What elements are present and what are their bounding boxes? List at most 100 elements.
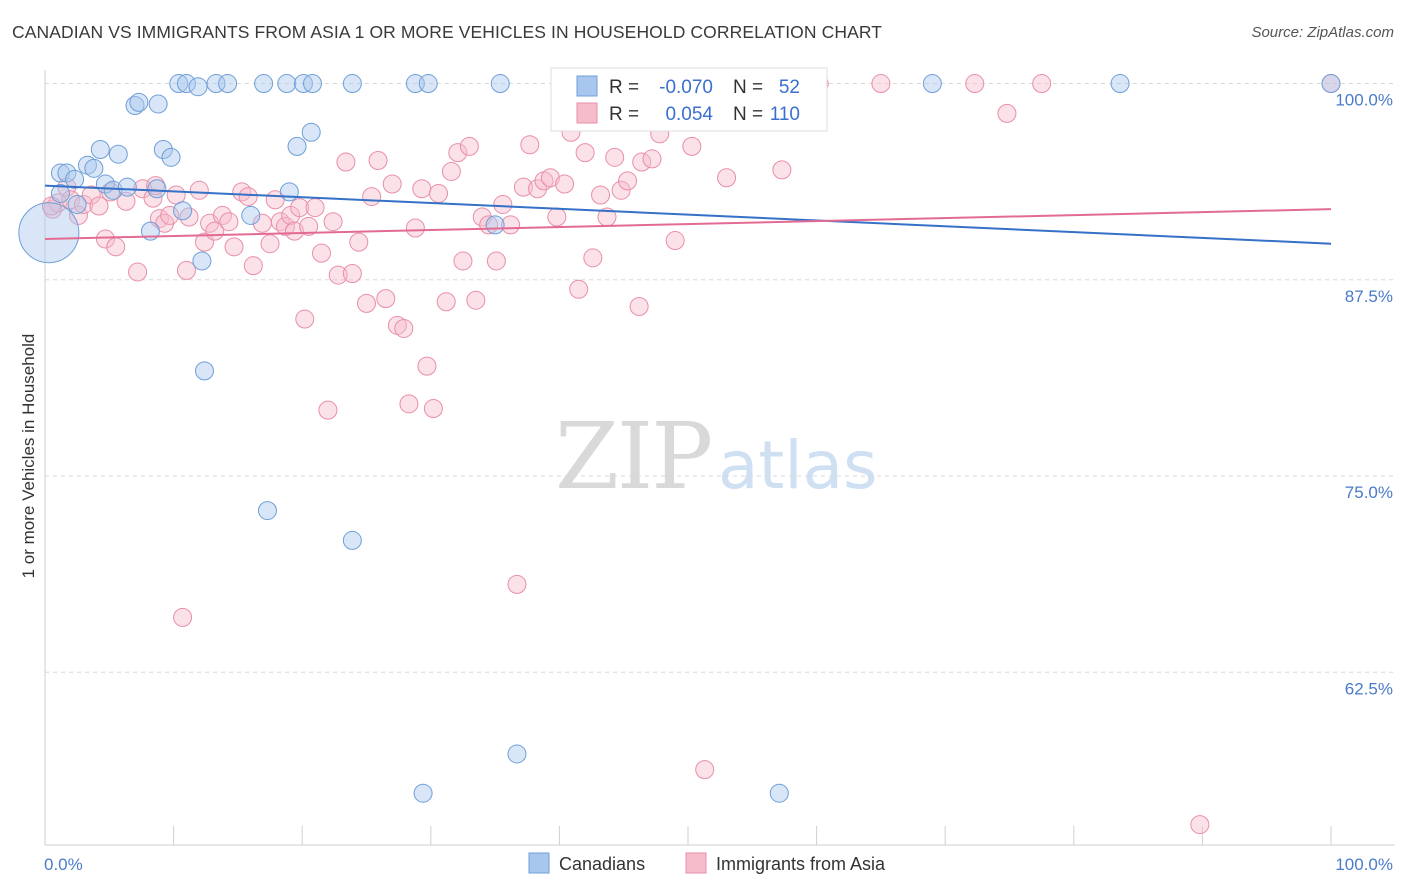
stats-swatch-canadians [576,75,598,97]
data-point [254,74,274,94]
data-point [290,198,310,218]
stats-swatch-immigrants-from-asia [576,102,598,124]
data-point [257,501,277,521]
data-point [591,185,611,205]
data-point [368,150,388,170]
data-point [160,205,180,225]
chart-source: Source: ZipAtlas.com [1251,24,1394,41]
stats-n-label-canadians: N = [733,77,763,98]
chart-title: CANADIAN VS IMMIGRANTS FROM ASIA 1 OR MO… [12,22,883,42]
x-tick-label: 0.0% [44,855,83,874]
x-tick-marks [173,826,1332,845]
data-point [357,293,376,313]
data-point [362,187,382,207]
data-point [57,163,77,183]
stats-r-label-canadians: R = [609,77,639,98]
data-point [148,94,168,114]
data-point [95,229,115,249]
data-point [173,201,193,221]
data-point [18,202,80,264]
data-point [328,265,348,285]
data-point [642,149,662,169]
data-point [90,139,110,159]
data-point [299,216,319,236]
data-point [108,144,128,164]
data-point [520,135,540,155]
data-point [1190,815,1210,835]
legend: Canadians Immigrants from Asia [528,852,886,874]
data-point [611,180,631,200]
data-point [238,187,258,207]
data-point [547,207,567,227]
y-tick-label: 62.5% [1345,679,1393,698]
data-point [277,74,297,94]
data-point [501,215,521,235]
data-point [513,177,533,197]
trend-lines [44,184,1332,245]
data-point [349,232,369,252]
data-point [161,147,181,167]
data-point [418,74,438,94]
data-points [18,74,1341,835]
data-point [342,264,362,284]
data-point [769,783,789,803]
data-point [129,92,149,112]
data-point [629,296,649,316]
stats-r-label-immigrants-from-asia: R = [609,104,639,125]
data-point [243,256,263,276]
data-point [618,171,638,191]
stats-n-value-canadians: 52 [779,77,800,98]
data-point [423,399,443,419]
data-point [67,194,87,214]
data-point [153,139,173,159]
data-point [305,198,325,218]
data-point [147,179,167,199]
data-point [405,218,425,238]
data-point [279,182,299,202]
data-point [43,199,63,219]
data-point [50,163,70,183]
stats-r-value-canadians: -0.070 [659,77,713,98]
data-point [436,292,456,312]
data-point [260,234,280,254]
data-point [1032,74,1052,94]
data-point [84,158,104,178]
data-point [486,251,506,271]
data-point [605,147,625,167]
data-point [412,179,432,199]
y-axis-title: 1 or more Vehicles in Household [19,334,38,579]
series-immigrants-from-asia [41,74,1341,835]
data-point [490,74,510,94]
data-point [74,194,94,214]
trend-line-immigrants-from-asia [44,208,1332,240]
data-point [219,212,239,232]
watermark: ZIP atlas [555,403,878,510]
data-point [382,174,402,194]
data-point [493,194,513,214]
data-point [173,607,193,627]
data-point [176,74,196,94]
stats-n-value-immigrants-from-asia: 110 [770,104,800,125]
trend-line-canadians [44,184,1332,245]
data-point [194,361,214,381]
data-point [466,290,486,310]
legend-label-canadians: Canadians [559,854,645,874]
data-point [695,760,715,780]
data-point [453,251,473,271]
watermark-zip: ZIP [555,403,711,510]
data-point [106,237,126,257]
data-point [116,191,136,211]
data-point [188,77,208,97]
data-point [65,169,85,189]
data-point [287,136,307,156]
data-point [485,215,505,235]
data-point [772,160,792,180]
y-tick-label: 75.0% [1345,483,1393,502]
data-point [417,356,437,376]
data-point [125,96,145,116]
y-tick-label: 100.0% [1335,91,1393,110]
data-point [448,143,468,163]
data-point [399,394,419,414]
data-point [323,212,343,232]
data-point [569,279,589,299]
